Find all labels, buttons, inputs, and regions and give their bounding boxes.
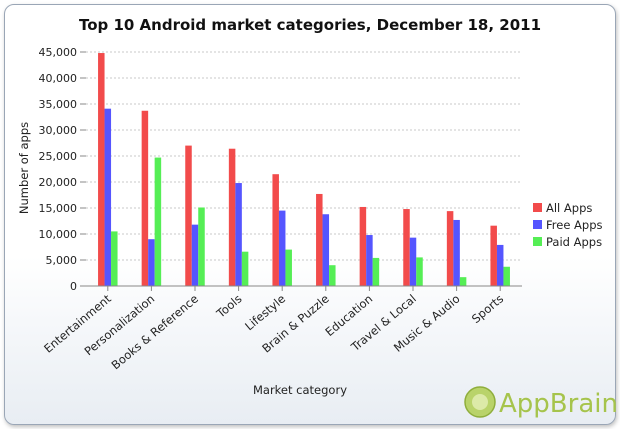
bar-all-apps (272, 174, 279, 286)
bar-free-apps (191, 224, 199, 286)
legend-swatch (533, 203, 542, 212)
bar-all-apps (490, 225, 497, 286)
x-category-label: Sports (469, 292, 506, 326)
y-axis-title: Number of apps (17, 122, 31, 214)
legend-label: Free Apps (546, 218, 603, 232)
legend-label: All Apps (546, 201, 592, 215)
bar-free-apps (366, 235, 373, 286)
bar-all-apps (185, 145, 192, 286)
y-tick-label: 20,000 (39, 176, 78, 189)
y-tick-label: 25,000 (39, 150, 78, 163)
y-tick-label: 30,000 (39, 124, 78, 137)
y-tick-label: 5,000 (46, 254, 78, 267)
bar-paid-apps (503, 266, 510, 286)
bar-free-apps (322, 214, 330, 286)
y-tick-label: 45,000 (39, 46, 78, 59)
chart-title: Top 10 Android market categories, Decemb… (79, 16, 541, 34)
bar-paid-apps (416, 257, 423, 286)
legend-label: Paid Apps (546, 235, 602, 249)
bar-all-apps (141, 110, 149, 286)
appbrain-logo-icon-center (472, 394, 488, 410)
bar-paid-apps (198, 207, 205, 286)
bar-free-apps (235, 183, 242, 286)
x-category-label: Tools (213, 292, 244, 322)
bar-all-apps (359, 206, 367, 286)
y-tick-label: 0 (70, 280, 77, 293)
appbrain-logo: AppBrain (464, 386, 618, 419)
bar-paid-apps (459, 277, 467, 286)
y-tick-label: 35,000 (39, 98, 78, 111)
x-axis-title: Market category (253, 383, 347, 397)
appbrain-logo-text: AppBrain (499, 389, 618, 419)
bar-free-apps (148, 239, 155, 286)
bar-paid-apps (372, 257, 380, 286)
bar-all-apps (228, 148, 236, 286)
bar-all-apps (403, 209, 410, 286)
bar-free-apps (453, 219, 460, 286)
bar-all-apps (316, 193, 323, 286)
legend: All Apps Free Apps Paid Apps (533, 201, 603, 249)
bar-free-apps (104, 108, 112, 287)
y-tick-label: 15,000 (39, 202, 78, 215)
y-axis-ticks: 0 5,000 10,000 15,000 20,000 25,000 30,000 35,0… (39, 46, 86, 293)
legend-swatch (533, 237, 542, 246)
bar-free-apps (496, 244, 504, 286)
bar-paid-apps (241, 251, 249, 286)
bar-free-apps (409, 237, 417, 286)
y-tick-label: 10,000 (39, 228, 78, 241)
bars (98, 53, 510, 287)
bar-paid-apps (329, 265, 336, 286)
legend-swatch (533, 220, 542, 229)
bar-free-apps (278, 210, 286, 286)
bar-all-apps (98, 53, 105, 286)
bar-paid-apps (154, 157, 162, 286)
bar-all-apps (446, 211, 454, 286)
y-tick-label: 40,000 (39, 72, 78, 85)
bar-paid-apps (111, 231, 118, 286)
bar-paid-apps (285, 249, 292, 286)
